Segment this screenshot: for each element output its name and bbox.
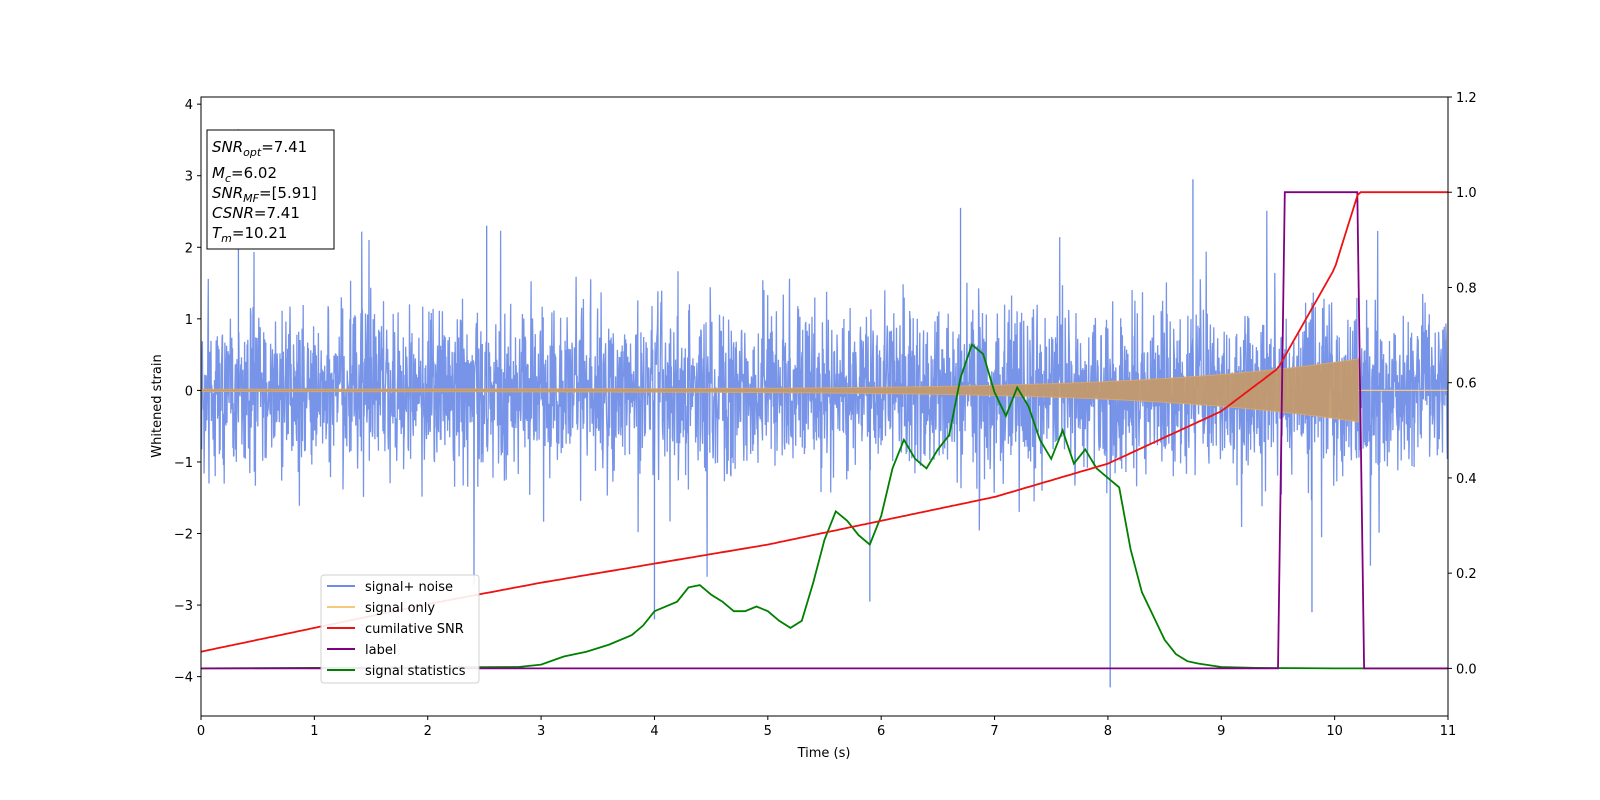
stat-line-0: SNRopt=7.41 (212, 138, 307, 159)
legend-label-0: signal+ noise (365, 580, 453, 595)
y-left-tick-label-4: 0 (185, 384, 193, 399)
stat-line-1: Mc=6.02 (212, 164, 277, 185)
y-right-tick-label-1: 1.0 (1456, 186, 1477, 201)
legend: signal+ noise signal only cumilative SNR la… (320, 574, 480, 684)
x-tick-label-0: 0 (197, 724, 205, 739)
legend-label-3: label (365, 643, 396, 658)
y-left-tick-label-3: 1 (185, 313, 193, 328)
y-right-tick-label-3: 0.6 (1456, 377, 1477, 392)
stat-line-2: SNRMF=[5.91] (212, 184, 317, 205)
series-signal-statistics (201, 343, 1448, 670)
y-right-tick-label-5: 0.2 (1456, 567, 1477, 582)
stats-box (206, 129, 335, 250)
legend-label-2: cumilative SNR (365, 622, 464, 637)
y-axis-label: Whitened strain (150, 354, 165, 457)
axes-frame (200, 96, 1449, 717)
x-tick-label-6: 6 (877, 724, 885, 739)
y-right-tick-label-2: 0.8 (1456, 281, 1477, 296)
y-left-tick-label-6: −2 (174, 528, 193, 543)
x-axis-label: Time (s) (797, 746, 851, 761)
y-right-tick-label-4: 0.4 (1456, 472, 1477, 487)
y-left-tick-label-2: 2 (185, 241, 193, 256)
y-left-tick-label-8: −4 (174, 671, 193, 686)
x-tick-label-9: 9 (1217, 724, 1225, 739)
y-right-tick-label-0: 1.2 (1456, 91, 1477, 106)
series-label (201, 191, 1448, 670)
y-left-tick-label-0: 4 (185, 98, 193, 113)
x-tick-label-11: 11 (1440, 724, 1457, 739)
y-left-tick-label-7: −3 (174, 599, 193, 614)
x-tick-label-3: 3 (537, 724, 545, 739)
x-tick-label-5: 5 (764, 724, 772, 739)
axis-ticks: 0 1 2 3 4 5 6 7 8 9 10 1143210−1−2−3−41.21.00.80.60… (174, 91, 1477, 739)
x-tick-label-1: 1 (310, 724, 318, 739)
legend-box (320, 574, 480, 684)
series-signal-only (201, 358, 1359, 423)
legend-label-1: signal only (365, 601, 435, 616)
x-tick-label-10: 10 (1326, 724, 1343, 739)
stat-line-3: CSNR=7.41 (212, 204, 300, 222)
stat-line-4: Tm=10.21 (212, 224, 287, 245)
x-tick-label-8: 8 (1104, 724, 1112, 739)
legend-label-4: signal statistics (365, 664, 466, 679)
y-left-tick-label-5: −1 (174, 456, 193, 471)
y-left-tick-label-1: 3 (185, 170, 193, 185)
x-tick-label-2: 2 (424, 724, 432, 739)
y-right-tick-label-6: 0.0 (1456, 662, 1477, 677)
x-tick-label-7: 7 (990, 724, 998, 739)
x-tick-label-4: 4 (650, 724, 658, 739)
